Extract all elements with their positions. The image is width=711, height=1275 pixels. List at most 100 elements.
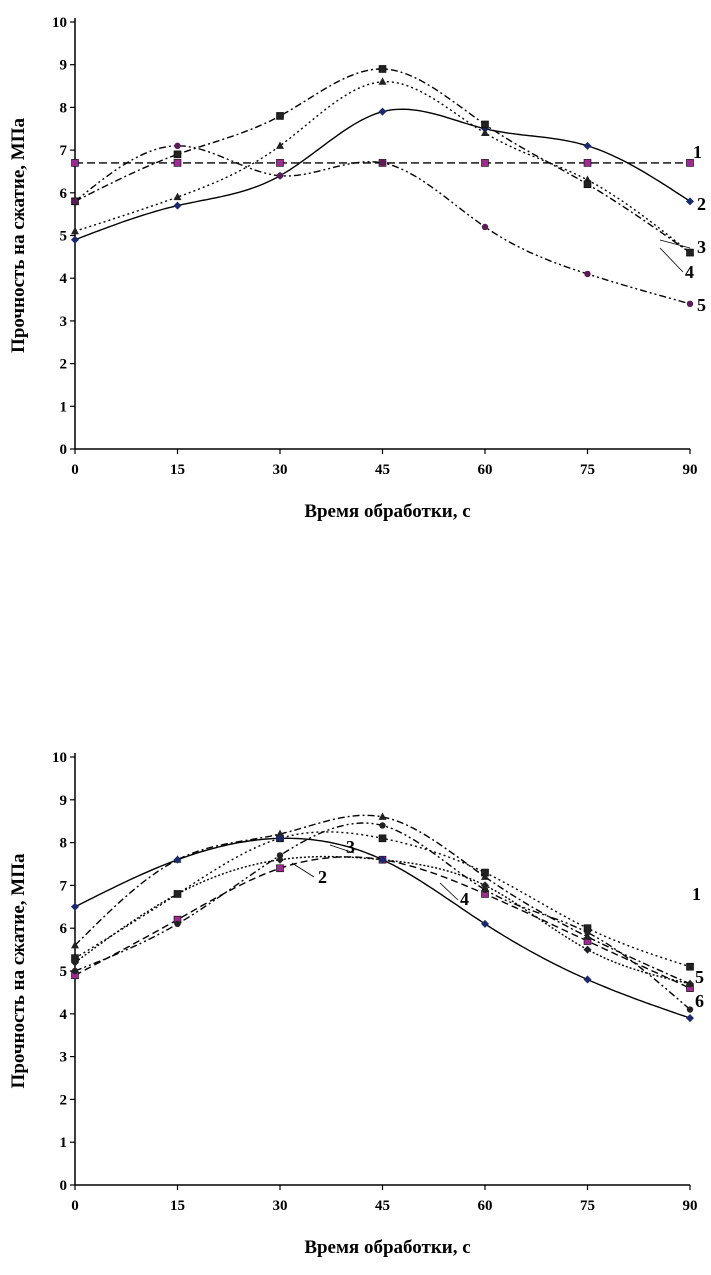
top-series-3-point [173, 192, 182, 201]
bottom-series-4-point [686, 979, 694, 988]
top-series-5-point [481, 223, 489, 231]
bottom-series-4-point [481, 881, 489, 890]
bottom-series-6-point [583, 975, 592, 984]
bottom-x-tick-label: 0 [71, 1198, 79, 1214]
bottom-x-tick-label: 90 [683, 1198, 698, 1214]
bottom-y-tick-label: 9 [60, 793, 68, 809]
bottom-y-tick-label: 10 [52, 750, 67, 766]
top-series-2-point [173, 201, 182, 210]
top-series-5-point [71, 198, 79, 205]
bottom-series-line-5 [74, 822, 691, 1011]
top-series-2-point [71, 235, 79, 244]
top-series-1-point [481, 159, 489, 167]
top-series-4-point [378, 65, 387, 73]
bottom-series-5-point [584, 929, 591, 936]
top-series-1-point [583, 159, 592, 167]
bottom-y-tick-label: 4 [60, 1007, 68, 1023]
top-x-tick-label: 0 [71, 462, 79, 478]
bottom-series-4-point [276, 855, 284, 864]
bottom-y-tick-label: 0 [60, 1178, 68, 1194]
top-y-tick-label: 4 [60, 271, 68, 287]
top-series-3-leader [659, 239, 691, 249]
top-y-tick-label: 2 [60, 357, 68, 373]
bottom-series-6-point [378, 855, 387, 864]
bottom-x-tick-label: 60 [478, 1198, 493, 1214]
bottom-y-tick-label: 2 [60, 1092, 68, 1108]
top-series-3-point [71, 226, 79, 235]
bottom-x-tick-label: 15 [170, 1198, 185, 1214]
top-series-1-point [276, 159, 284, 167]
bottom-series-1-point [378, 834, 387, 843]
bottom-y-axis-title: Прочность на сжатие, МПа [8, 853, 29, 1088]
top-series-4-point [481, 120, 489, 129]
bottom-series-3-point [71, 940, 79, 949]
bottom-series-line-1 [74, 831, 691, 968]
bottom-series-2-leader [291, 862, 315, 878]
top-y-axis-title: Прочность на сжатие, МПа [8, 118, 29, 353]
bottom-series-6-point [173, 855, 182, 864]
bottom-series-5-point [379, 822, 386, 829]
top-series-3-point [481, 128, 489, 137]
top-y-tick-label: 0 [60, 442, 68, 458]
top-series-2-point [378, 107, 387, 116]
bottom-series-5-point [276, 852, 284, 859]
top-series-1-point [686, 159, 694, 167]
bottom-series-3-point [276, 829, 284, 838]
bottom-series-6-point [276, 834, 284, 843]
top-x-tick-label: 60 [478, 462, 493, 478]
top-series-4-leader [659, 247, 684, 273]
top-x-axis-title: Время обработки, с [304, 501, 470, 522]
bottom-y-tick-label: 3 [60, 1050, 68, 1066]
chart-bottom: 0 1 2 3 4 5 6 7 8 9 10 0 15 30 45 60 75 90 Время обработки… [0, 735, 711, 1275]
top-series-line-3 [74, 80, 691, 254]
top-series-5-point [584, 270, 591, 278]
top-series-4-point [686, 248, 694, 257]
bottom-series-6-point [481, 919, 489, 928]
bottom-series-5-point [481, 886, 489, 893]
top-series-1-point [173, 159, 182, 167]
top-series-5-point [276, 172, 284, 179]
top-y-tick-label: 10 [52, 15, 67, 31]
bottom-series-line-4 [74, 855, 691, 985]
bottom-x-tick-label: 45 [375, 1198, 390, 1214]
top-series-3-point [276, 141, 284, 149]
bottom-series-3-point [378, 812, 387, 820]
top-series-3-point [378, 77, 387, 85]
bottom-series-3-point [481, 872, 489, 880]
bottom-series-4-leader [439, 882, 459, 901]
top-series-4-point [583, 180, 592, 189]
bottom-series-6-point [686, 1014, 694, 1023]
top-series-5-point [174, 142, 181, 150]
bottom-y-tick-label: 8 [60, 836, 68, 852]
bottom-y-tick-label: 5 [60, 964, 68, 980]
bottom-series-label-2: 2 [318, 867, 327, 887]
top-x-tick-label: 15 [170, 462, 185, 478]
bottom-series-5-point [71, 967, 79, 975]
top-series-4-point [276, 112, 284, 120]
top-series-5-point [379, 159, 386, 167]
top-series-label-5: 5 [697, 295, 706, 315]
top-series-line-2 [74, 108, 691, 241]
bottom-series-2-point [276, 864, 284, 873]
top-series-line-5 [74, 145, 691, 305]
top-y-tick-label: 6 [60, 186, 68, 202]
top-series-5-point [686, 300, 694, 308]
top-series-2-point [583, 141, 592, 150]
bottom-series-label-4: 4 [460, 889, 469, 909]
bottom-series-3-leader [329, 844, 355, 854]
top-y-tick-label: 8 [60, 100, 68, 116]
top-x-tick-label: 90 [683, 462, 698, 478]
bottom-series-5-point [686, 1006, 694, 1013]
bottom-series-3-point [583, 932, 592, 940]
top-y-tick-label: 1 [60, 399, 68, 415]
bottom-series-1-point [686, 962, 694, 971]
top-x-tick-label: 75 [580, 462, 595, 478]
bottom-y-tick-label: 7 [60, 878, 68, 894]
bottom-series-label-1: 1 [692, 884, 701, 904]
bottom-x-axis-title: Время обработки, с [304, 1237, 470, 1258]
top-series-2-point [686, 197, 694, 206]
bottom-series-4-point [583, 945, 592, 954]
bottom-series-5-point [174, 920, 181, 928]
bottom-series-6-point [71, 902, 79, 911]
